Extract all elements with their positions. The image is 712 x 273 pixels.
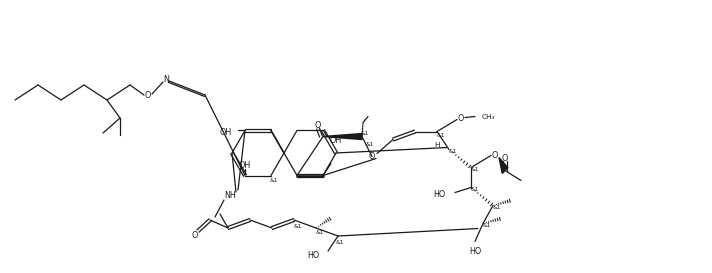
Text: O: O (145, 91, 151, 99)
Text: O: O (458, 114, 464, 123)
Text: &1: &1 (336, 239, 344, 245)
Text: HO: HO (469, 247, 481, 256)
Text: OH: OH (329, 136, 341, 145)
Text: &1: &1 (270, 178, 278, 183)
Polygon shape (499, 158, 508, 174)
Text: &1: &1 (294, 224, 303, 229)
Text: &1: &1 (366, 142, 375, 147)
Text: OH: OH (239, 161, 251, 170)
Text: N: N (163, 76, 169, 85)
Text: &1: &1 (471, 167, 479, 172)
Text: &1: &1 (471, 187, 479, 192)
Text: O: O (369, 152, 375, 161)
Text: NH: NH (224, 191, 236, 200)
Text: HO: HO (308, 251, 320, 260)
Text: O: O (315, 121, 321, 130)
Text: O: O (492, 151, 498, 160)
Text: HO: HO (434, 190, 446, 199)
Text: CH₃: CH₃ (482, 114, 496, 120)
Text: H: H (434, 141, 440, 147)
Text: O: O (192, 230, 198, 239)
Text: O: O (502, 154, 508, 163)
Text: &1: &1 (449, 149, 457, 154)
Text: &1: &1 (436, 133, 445, 138)
Text: &1: &1 (493, 205, 501, 210)
Text: OH: OH (220, 128, 232, 137)
Text: &1: &1 (315, 230, 324, 236)
Polygon shape (323, 133, 362, 140)
Text: &1: &1 (361, 131, 370, 136)
Text: &1: &1 (483, 223, 491, 228)
